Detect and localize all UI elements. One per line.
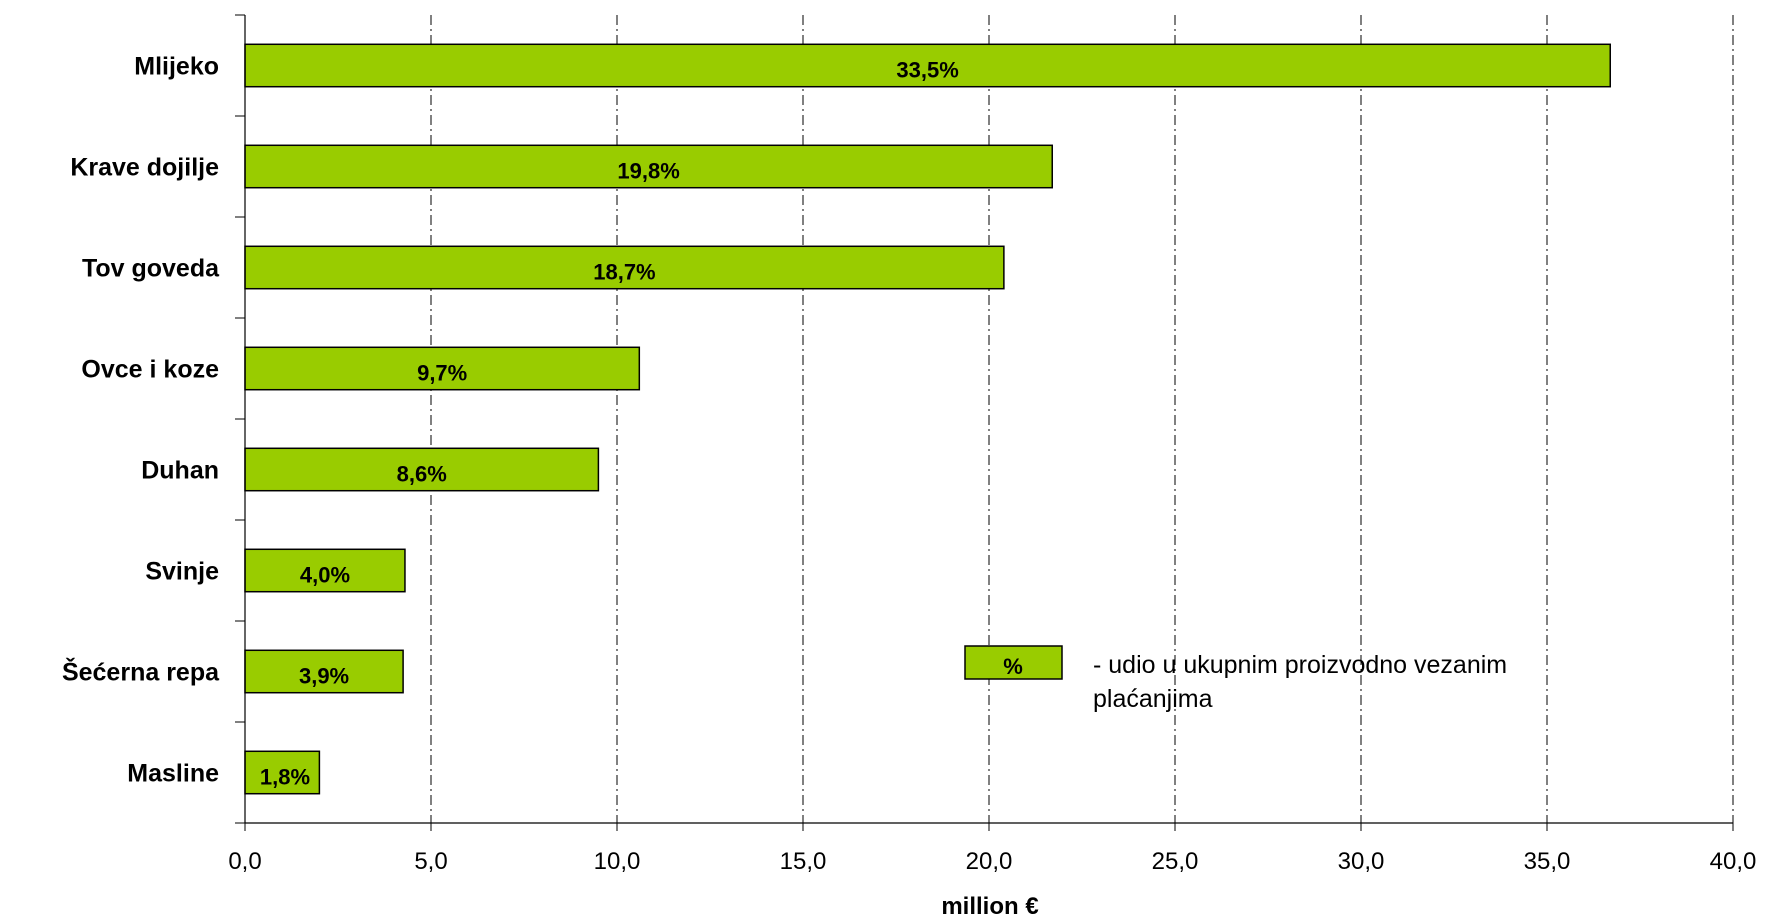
legend-swatch <box>964 645 1063 680</box>
legend-text-line1: - udio u ukupnim proizvodno vezanim <box>1093 651 1507 679</box>
bar <box>244 245 1005 290</box>
bars-group: 33,5% 19,8% 18,7% 9,7% 8,6% 4,0% 3,9% 1,8% <box>244 43 1611 795</box>
category-label: Mlijeko <box>134 53 219 81</box>
bar-data-label: 3,9% <box>299 664 349 689</box>
category-label: Ovce i koze <box>81 356 219 384</box>
x-tick-label: 35,0 <box>1524 848 1571 875</box>
x-tick-label: 40,0 <box>1710 848 1757 875</box>
category-label: Svinje <box>145 558 219 586</box>
bar-data-label: 33,5% <box>896 58 958 83</box>
category-labels: Mlijeko Krave dojilje Tov goveda Ovce i koz… <box>62 53 220 788</box>
bar <box>244 144 1053 189</box>
x-tick-label: 5,0 <box>414 848 447 875</box>
x-tick-label: 20,0 <box>966 848 1013 875</box>
x-tick-label: 0,0 <box>228 848 261 875</box>
bar-data-label: 4,0% <box>300 563 350 588</box>
legend-swatch-label: % <box>1003 654 1023 679</box>
bar-data-label: 19,8% <box>617 159 679 184</box>
category-label: Masline <box>127 760 219 788</box>
grid-lines <box>430 15 1734 823</box>
x-axis-title: million € <box>941 893 1038 920</box>
bar-data-label: 9,7% <box>417 361 467 386</box>
category-label: Krave dojilje <box>70 154 219 182</box>
bar <box>244 447 600 492</box>
category-label: Duhan <box>141 457 219 485</box>
legend-text-line2: plaćanjima <box>1093 685 1213 713</box>
bar-data-label: 1,8% <box>260 765 310 790</box>
bar-data-label: 18,7% <box>593 260 655 285</box>
category-label: Tov goveda <box>82 255 220 283</box>
x-tick-label: 25,0 <box>1152 848 1199 875</box>
bar-data-label: 8,6% <box>397 462 447 487</box>
x-tick-labels: 0,0 5,0 10,0 15,0 20,0 25,0 30,0 35,0 40,0 <box>228 848 1756 875</box>
x-tick-label: 15,0 <box>780 848 827 875</box>
legend: % - udio u ukupnim proizvodno vezanim pl… <box>964 645 1507 713</box>
bar <box>244 649 404 694</box>
x-tick-label: 30,0 <box>1338 848 1385 875</box>
bar <box>244 43 1611 88</box>
category-label: Šećerna repa <box>62 657 220 687</box>
x-tick-label: 10,0 <box>594 848 641 875</box>
axes-group <box>235 14 1734 831</box>
